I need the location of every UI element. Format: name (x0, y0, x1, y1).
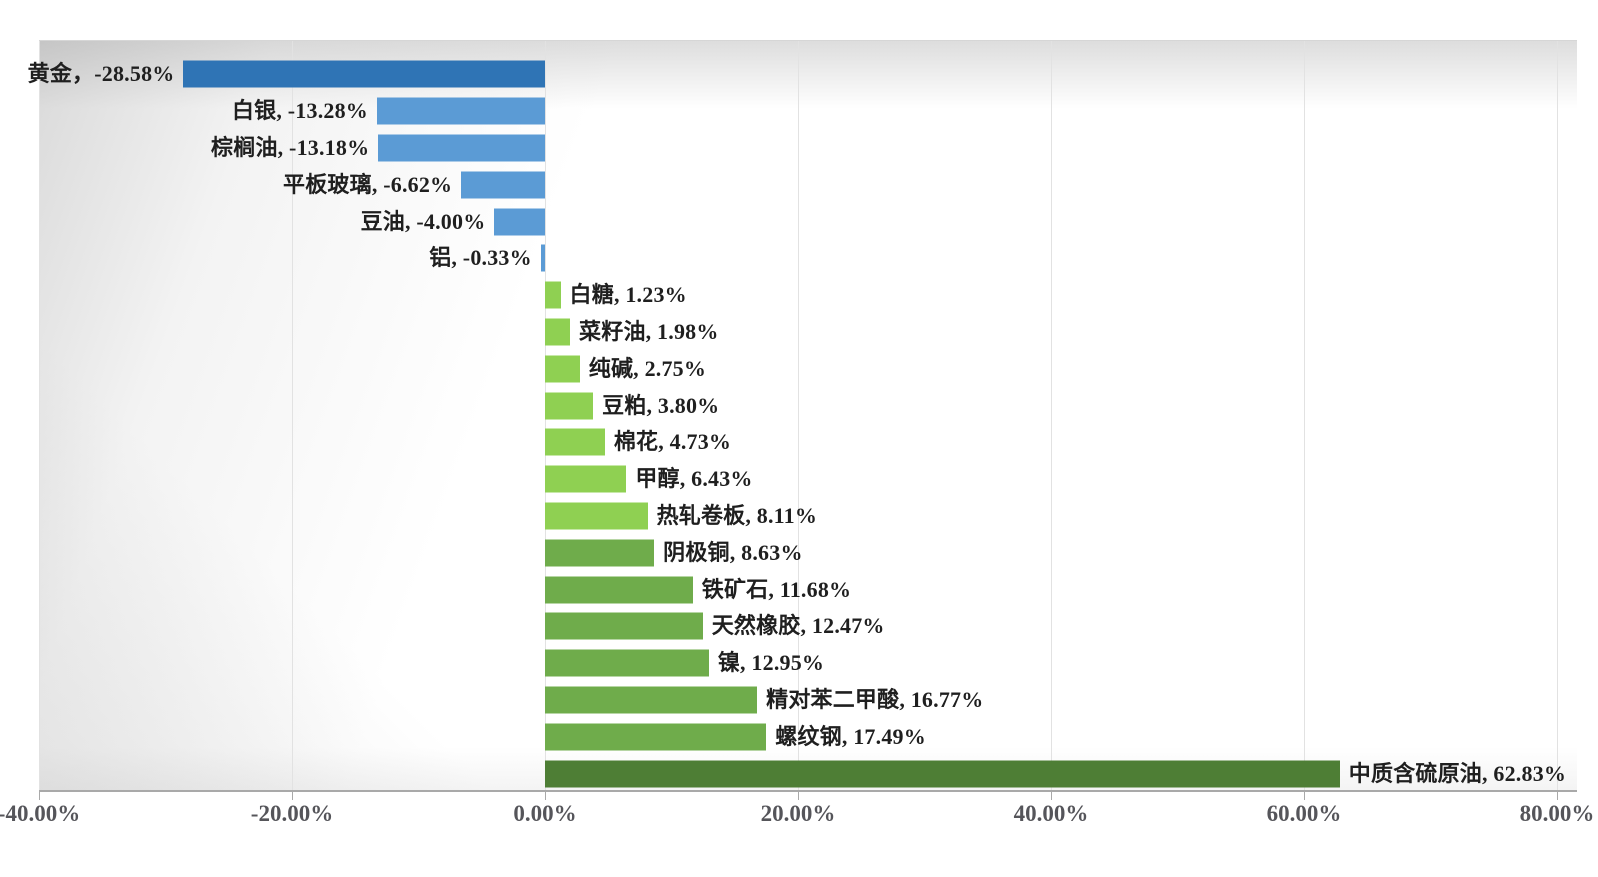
bar-label: 白银, -13.28% (231, 98, 369, 124)
x-axis-tick-mark (545, 792, 546, 800)
bar-row: 黄金，-28.58% (28, 56, 1557, 93)
bar-铝 (540, 244, 545, 272)
bar-甲醇 (545, 465, 627, 493)
bar-row: 豆粕, 3.80% (39, 387, 1557, 424)
x-axis-tick-mark (1557, 792, 1558, 800)
bar-row: 纯碱, 2.75% (39, 350, 1557, 387)
bar-row: 棕榈油, -13.18% (39, 130, 1557, 167)
x-axis-tick-mark (1304, 792, 1305, 800)
x-axis-tick-label: -20.00% (250, 801, 334, 826)
bar-rows: 黄金，-28.58% 白银, -13.28% 棕榈油, -13.18% 平板玻璃, -… (28, 56, 1566, 792)
bar-label: 豆油, -4.00% (360, 208, 486, 234)
bar-row: 豆油, -4.00% (39, 203, 1557, 240)
bar-row: 菜籽油, 1.98% (39, 314, 1557, 351)
bar-label: 中质含硫原油, 62.83% (1348, 760, 1567, 786)
bar-天然橡胶 (545, 612, 703, 640)
bar-菜籽油 (545, 318, 571, 346)
bar-label: 铁矿石, 11.68% (701, 576, 852, 602)
bar-白糖 (545, 281, 561, 309)
x-axis-tick-mark (1051, 792, 1052, 800)
bar-row: 铁矿石, 11.68% (39, 571, 1557, 608)
bar-row: 平板玻璃, -6.62% (39, 166, 1557, 203)
bar-label: 菜籽油, 1.98% (579, 318, 719, 344)
x-axis-tick-label: 60.00% (1266, 801, 1342, 826)
bar-铁矿石 (545, 576, 693, 604)
bar-label: 精对苯二甲酸, 16.77% (766, 686, 984, 712)
gridline (1051, 41, 1052, 792)
gridline (798, 41, 799, 792)
bar-row: 热轧卷板, 8.11% (39, 498, 1557, 535)
bar-白银 (377, 97, 545, 125)
bar-黄金 (183, 60, 545, 88)
bar-row: 棉花, 4.73% (39, 424, 1557, 461)
bar-row: 镍, 12.95% (39, 645, 1557, 682)
bar-豆油 (494, 208, 545, 236)
bar-label: 平板玻璃, -6.62% (283, 171, 453, 197)
x-axis-tick-label: -40.00% (0, 801, 81, 826)
gridline (292, 41, 293, 792)
gridline (1304, 41, 1305, 792)
bar-纯碱 (545, 355, 580, 383)
gridline (1557, 41, 1558, 792)
bar-label: 阴极铜, 8.63% (663, 539, 803, 565)
bar-label: 纯碱, 2.75% (588, 355, 707, 381)
bar-row: 精对苯二甲酸, 16.77% (39, 682, 1557, 719)
bar-热轧卷板 (545, 502, 648, 530)
bar-label: 天然橡胶, 12.47% (711, 613, 885, 639)
bar-中质含硫原油 (545, 760, 1340, 788)
bar-label: 白糖, 1.23% (569, 282, 687, 308)
bar-row: 白银, -13.28% (39, 93, 1557, 130)
bar-label: 螺纹钢, 17.49% (775, 723, 926, 749)
x-axis: -40.00% -20.00% 0.00% 20.00% 40.00% 60.00% 80.… (0, 802, 1598, 832)
x-axis-tick-mark (39, 792, 40, 800)
bar-label: 豆粕, 3.80% (602, 392, 720, 418)
x-axis-tick-label: 80.00% (1519, 801, 1595, 826)
bar-豆粕 (545, 392, 594, 420)
x-axis-tick-label: 40.00% (1013, 801, 1089, 826)
bar-row: 白糖, 1.23% (39, 277, 1557, 314)
bar-平板玻璃 (461, 171, 545, 199)
x-axis-tick-mark (292, 792, 293, 800)
plot-area: 黄金，-28.58% 白银, -13.28% 棕榈油, -13.18% 平板玻璃, -… (28, 40, 1577, 800)
bar-row: 螺纹钢, 17.49% (39, 718, 1557, 755)
bar-棉花 (545, 428, 605, 456)
bar-row: 中质含硫原油, 62.83% (39, 755, 1566, 792)
bar-row: 阴极铜, 8.63% (39, 534, 1557, 571)
bar-row: 铝, -0.33% (39, 240, 1557, 277)
bar-label: 热轧卷板, 8.11% (656, 502, 818, 528)
bar-棕榈油 (378, 134, 545, 162)
bar-label: 甲醇, 6.43% (635, 466, 753, 492)
bar-row: 天然橡胶, 12.47% (39, 608, 1557, 645)
x-axis-tick-label: 20.00% (760, 801, 836, 826)
bar-row: 甲醇, 6.43% (39, 461, 1557, 498)
bar-label: 棕榈油, -13.18% (211, 134, 370, 160)
bar-label: 棉花, 4.73% (613, 429, 732, 455)
bar-label: 镍, 12.95% (717, 650, 825, 676)
bar-label: 铝, -0.33% (429, 245, 532, 271)
bar-阴极铜 (545, 539, 655, 567)
gridline (39, 41, 40, 792)
bar-镍 (545, 649, 709, 677)
bar-label: 黄金，-28.58% (27, 61, 175, 87)
bar-精对苯二甲酸 (545, 686, 758, 714)
x-axis-tick-label: 0.00% (513, 801, 577, 826)
x-axis-line (39, 790, 1577, 792)
bar-螺纹钢 (545, 723, 767, 751)
x-axis-tick-mark (798, 792, 799, 800)
